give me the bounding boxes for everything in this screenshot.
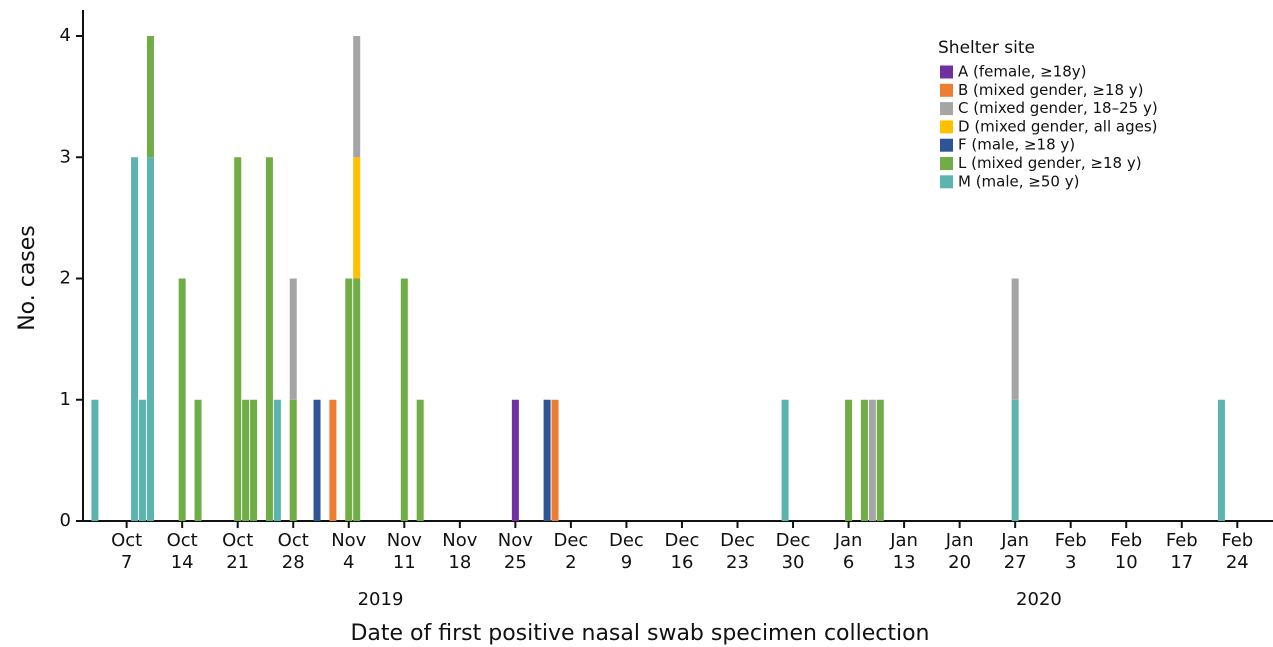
year-label: 2020 [1016,589,1062,610]
year-label: 2019 [358,589,404,610]
x-tick-label: Nov 11 [387,530,422,573]
x-tick-label: Jan 20 [945,530,974,573]
y-tick-label: 3 [60,146,71,167]
bar-segment [353,157,361,279]
x-tick-label: Oct 21 [222,530,253,573]
x-tick-label: Dec 16 [665,530,700,573]
bar-segment [876,399,884,521]
x-tick-label: Dec 9 [609,530,644,573]
bar-segment [868,399,876,521]
legend-title: Shelter site [938,38,1035,58]
x-tick-label: Feb 17 [1166,530,1198,573]
legend-swatch [940,120,953,134]
x-tick-label: Feb 10 [1110,530,1142,573]
legend-swatch [940,157,953,170]
y-tick-label: 1 [60,389,71,410]
bar-segment [265,157,273,521]
y-axis-title: No. cases [15,225,40,331]
x-tick-label: Nov 18 [442,530,477,573]
x-tick-label: Jan 6 [834,530,863,573]
bar-segment [178,278,186,521]
x-tick-label: Oct 7 [111,530,142,573]
x-tick-label: Jan 27 [1000,530,1029,573]
y-tick-label: 0 [60,510,71,531]
bar-segment [860,399,868,521]
bar-segment [146,36,154,158]
bar-segment [511,399,519,521]
x-tick-label: Feb 3 [1055,530,1087,573]
bar-segment [313,399,321,521]
bar-segment [781,399,789,521]
legend-label: M (male, ≥50 y) [958,172,1079,190]
bar-segment [234,157,242,521]
x-tick-label: Oct 28 [278,530,309,573]
bar-segment [131,157,139,521]
bar-segment [1217,399,1225,521]
bar-segment [91,399,99,521]
bar-segment [273,399,281,521]
bar-segment [289,399,297,521]
x-tick-label: Dec 30 [776,530,811,573]
legend-swatch [940,65,953,79]
bar-segment [416,399,424,521]
bar-segment [1011,399,1019,521]
legend-label: C (mixed gender, 18–25 y) [958,99,1158,117]
x-tick-label: Oct 14 [167,530,198,573]
legend-label: F (male, ≥18 y) [958,136,1075,154]
bar-segment [543,399,551,521]
legend-label: L (mixed gender, ≥18 y) [958,154,1142,172]
x-tick-label: Feb 24 [1221,530,1253,573]
bar-segment [353,278,361,521]
bar-segment [289,278,297,400]
x-tick-label: Dec 2 [553,530,588,573]
legend-swatch [940,83,953,97]
x-tick-label: Nov 25 [498,530,533,573]
bar-segment [146,157,154,521]
x-tick-label: Jan 13 [889,530,918,573]
y-tick-label: 4 [60,25,71,46]
x-axis-title: Date of first positive nasal swab specim… [350,621,929,646]
bar-segment [242,399,250,521]
legend-label: B (mixed gender, ≥18 y) [958,81,1144,99]
bar-segment [194,399,202,521]
y-tick-label: 2 [60,268,71,289]
bar-segment [1011,278,1019,400]
bar-segment [845,399,853,521]
bar-segment [250,399,258,521]
bar-segment [551,399,559,521]
legend-swatch [940,138,953,152]
x-tick-label: Nov 4 [331,530,366,573]
bar-segment [353,36,361,158]
bar-segment [400,278,408,521]
bar-segment [345,278,353,521]
legend-swatch [940,175,953,189]
legend-swatch [940,102,953,116]
legend-label: A (female, ≥18y) [958,63,1087,81]
x-tick-label: Dec 23 [720,530,755,573]
bar-segment [329,399,337,521]
bar-segment [139,399,146,521]
legend-label: D (mixed gender, all ages) [958,117,1158,135]
